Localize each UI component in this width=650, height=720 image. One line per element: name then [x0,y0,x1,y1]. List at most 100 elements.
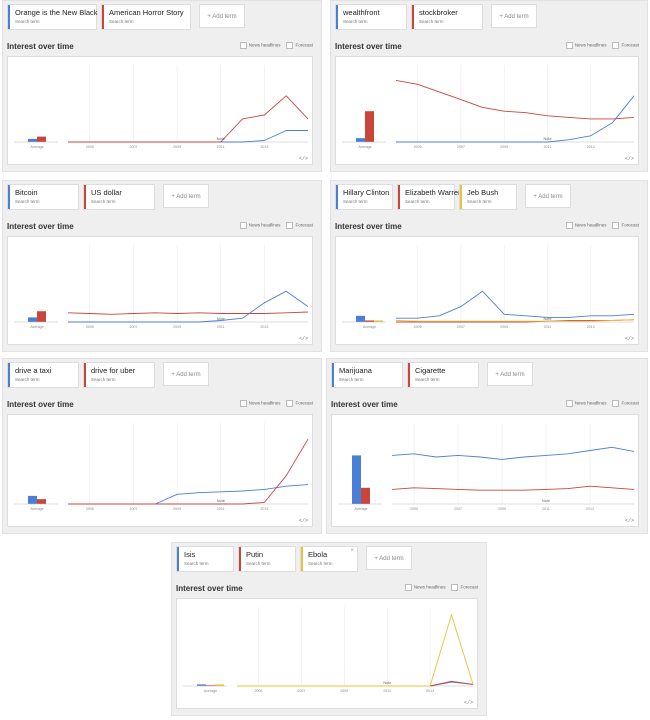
news-headlines-checkbox[interactable] [404,584,412,591]
search-term-chip[interactable]: Putin Search term [238,546,296,572]
note-label: Note [217,137,225,141]
news-headlines-checkbox[interactable] [565,400,573,407]
term-name: Jeb Bush [467,188,499,197]
embed-icon[interactable]: </> [625,156,634,162]
year-tick-label: 2011 [217,145,225,149]
term-name: American Horror Story [109,8,184,17]
note-label: Note [383,681,391,685]
trends-panel-4: Hillary Clinton Search term Elizabeth Warr… [330,180,648,352]
embed-icon[interactable]: </> [625,336,634,342]
year-tick-label: 2005 [414,145,422,149]
year-tick-label: 2009 [500,325,508,329]
term-name: Putin [246,550,264,559]
add-term-button[interactable]: + Add term [199,4,245,28]
search-term-chip[interactable]: Ebola Search term × [300,546,358,572]
add-term-button[interactable]: + Add term [491,4,537,28]
search-term-chip[interactable]: stockbroker Search term [411,4,483,30]
year-tick-label: 2013 [260,325,268,329]
search-term-chip[interactable]: Orange is the New Black Search term [7,4,98,30]
trends-panel-5: drive a taxi Search term drive for uber Sea… [2,358,322,534]
chart-svg: Average 2005 2007 2009 2011 2013 Note </> [14,65,309,162]
search-term-chip[interactable]: Marijuana Search term [331,362,403,388]
average-bar [206,685,215,686]
news-headlines-label: News headlines [574,42,607,48]
year-tick-label: 2009 [500,145,508,149]
year-tick-label: 2005 [86,145,94,149]
average-bar [374,320,383,322]
term-color-bar [460,185,462,209]
term-color-bar [332,363,334,387]
year-tick-label: 2011 [544,145,552,149]
series-line [395,79,635,120]
note-label: Note [217,499,225,503]
news-headlines-checkbox[interactable] [239,222,247,229]
forecast-label: Forecast [295,42,313,48]
year-tick-label: 2013 [260,507,268,511]
year-tick-label: 2011 [544,325,552,329]
forecast-checkbox[interactable] [286,222,294,229]
term-subtitle: Search term [405,199,430,204]
interest-chart: Average 2005 2007 2009 2011 2013 Note </> [335,56,639,165]
search-term-chip[interactable]: Hillary Clinton Search term [335,184,393,210]
average-label: Average [354,507,367,511]
news-headlines-checkbox[interactable] [565,42,573,49]
year-tick-label: 2007 [454,507,462,511]
embed-icon[interactable]: </> [625,518,634,524]
year-tick-label: 2009 [173,145,181,149]
chart-options: News headlines Forecast [234,42,313,49]
term-subtitle: Search term [15,19,40,24]
year-tick-label: 2007 [129,325,137,329]
search-term-chip[interactable]: Isis Search term [176,546,234,572]
forecast-checkbox[interactable] [286,400,294,407]
chart-options: News headlines Forecast [234,400,313,407]
search-term-chip[interactable]: drive for uber Search term [83,362,155,388]
search-term-chip[interactable]: Bitcoin Search term [7,184,79,210]
embed-icon[interactable]: </> [299,518,308,524]
search-term-chip[interactable]: American Horror Story Search term [101,4,191,30]
term-subtitle: Search term [15,377,40,382]
year-tick-label: 2013 [587,145,595,149]
average-bar [361,487,370,504]
add-term-button[interactable]: + Add term [163,184,209,208]
forecast-checkbox[interactable] [612,42,620,49]
term-subtitle: Search term [415,377,440,382]
term-name: Ebola [308,550,328,559]
chart-options: News headlines Forecast [399,584,478,591]
embed-icon[interactable]: </> [299,336,308,342]
add-term-button[interactable]: + Add term [525,184,571,208]
news-headlines-checkbox[interactable] [239,400,247,407]
search-term-chip[interactable]: Cigarette Search term [407,362,479,388]
news-headlines-checkbox[interactable] [565,222,573,229]
embed-icon[interactable]: </> [299,156,308,162]
interest-chart: Average 2005 2007 2009 2011 2013 Note </> [335,236,639,345]
forecast-checkbox[interactable] [612,400,620,407]
chart-options: News headlines Forecast [234,222,313,229]
term-name: stockbroker [419,8,458,17]
add-term-button[interactable]: + Add term [487,362,533,386]
add-term-button[interactable]: + Add term [163,362,209,386]
forecast-checkbox[interactable] [612,222,620,229]
term-color-bar [102,5,104,29]
interest-chart: Average 2005 2007 2009 2011 2013 Note </> [176,598,478,709]
search-term-chip[interactable]: drive a taxi Search term [7,362,79,388]
forecast-checkbox[interactable] [286,42,294,49]
term-color-bar [177,547,179,571]
news-headlines-checkbox[interactable] [239,42,247,49]
search-term-chip[interactable]: US dollar Search term [83,184,155,210]
search-term-chip[interactable]: wealthfront Search term [335,4,407,30]
search-term-chip[interactable]: Elizabeth Warren Search term [397,184,462,210]
note-label: Note [217,317,225,321]
term-name: drive for uber [91,366,136,375]
news-headlines-label: News headlines [248,42,281,48]
remove-term-icon[interactable]: × [350,548,354,554]
add-term-button[interactable]: + Add term [366,546,412,570]
forecast-checkbox[interactable] [451,584,459,591]
interest-over-time-title: Interest over time [331,400,398,409]
term-name: US dollar [91,188,122,197]
news-headlines-label: News headlines [248,400,281,406]
chart-svg: Average 2005 2007 2009 2011 2013 Note </> [342,65,635,162]
year-tick-label: 2013 [586,507,594,511]
search-term-chip[interactable]: Jeb Bush Search term [459,184,517,210]
average-label: Average [30,325,43,329]
embed-icon[interactable]: </> [464,700,473,706]
